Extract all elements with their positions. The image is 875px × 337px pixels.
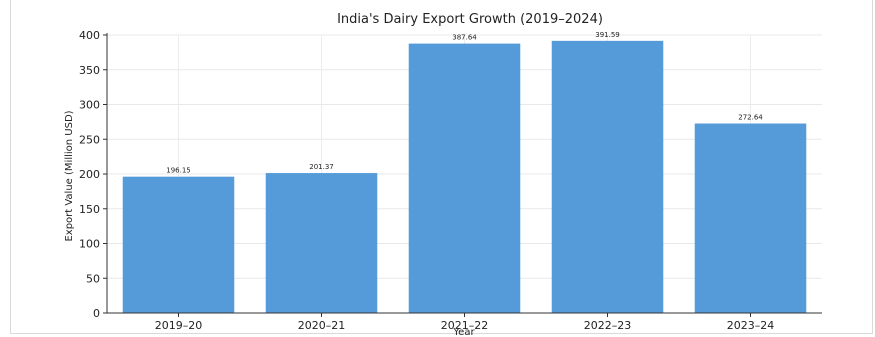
y-tick-label: 350 [79,64,100,77]
data-label-3: 387.64 [452,34,477,42]
y-tick-label: 150 [79,203,100,216]
y-axis-label: Export Value (Million USD) [64,110,75,241]
y-tick-label: 300 [79,99,100,112]
x-tick-label: 2020–21 [298,319,346,332]
chart-frame [10,0,873,334]
y-tick-label: 100 [79,238,100,251]
x-tick-label: 2019–20 [155,319,203,332]
y-tick-label: 250 [79,133,100,146]
data-label-5: 272.64 [738,114,763,122]
data-label-2: 201.37 [309,163,334,171]
bars-group: 196.15 201.37 387.64 391.59 272.64 [122,31,807,314]
bar-1 [122,176,235,313]
bar-3 [408,43,521,313]
x-axis-label: Year [452,327,475,337]
data-label-1: 196.15 [166,167,191,175]
x-tick-label: 2021–22 [441,319,489,332]
y-tick-label: 0 [93,307,100,320]
chart-title: India's Dairy Export Growth (2019–2024) [337,12,603,27]
bar-5 [694,123,807,313]
y-tick-label: 50 [86,272,100,285]
x-tick-label: 2022–23 [584,319,632,332]
bar-4 [551,40,664,314]
y-tick-label: 200 [79,168,100,181]
axes-group: 0 50 100 150 200 250 300 350 400 2019–20 2020–21 20… [79,29,822,332]
data-label-4: 391.59 [595,31,620,39]
x-tick-label: 2023–24 [727,319,775,332]
y-tick-label: 400 [79,29,100,42]
bar-2 [265,173,378,313]
